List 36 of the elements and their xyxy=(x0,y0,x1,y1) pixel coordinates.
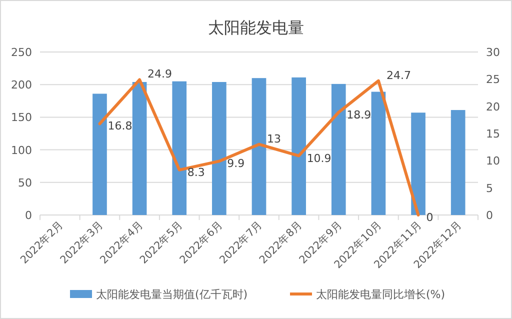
y-tick-label: 250 xyxy=(11,46,32,59)
data-label: 8.3 xyxy=(187,166,205,179)
bar xyxy=(212,82,226,215)
y2-tick-label: 25 xyxy=(486,73,500,86)
y2-tick-label: 15 xyxy=(486,128,500,140)
chart-title: 太阳能发电量 xyxy=(208,18,304,37)
data-label: 16.8 xyxy=(108,120,132,133)
bar xyxy=(411,112,426,215)
y-tick-label: 150 xyxy=(11,111,32,124)
y2-tick-label: 30 xyxy=(486,46,500,59)
y-tick-label: 200 xyxy=(11,78,32,92)
data-label: 24.7 xyxy=(386,68,411,82)
y-tick-label: 50 xyxy=(18,176,32,190)
legend-label: 太阳能发电量当期值(亿千瓦时) xyxy=(96,288,248,301)
bar xyxy=(252,78,266,215)
y-tick-label: 100 xyxy=(11,144,32,157)
data-label: 0 xyxy=(426,211,434,224)
y-tick-label: 0 xyxy=(25,209,32,222)
data-label: 18.9 xyxy=(346,108,372,122)
legend-label: 太阳能发电量同比增长(%) xyxy=(316,288,446,301)
bar xyxy=(371,92,386,215)
bar xyxy=(132,82,147,215)
y2-tick-label: 20 xyxy=(486,100,500,114)
y2-tick-label: 10 xyxy=(486,154,500,168)
bar xyxy=(450,110,466,215)
bar xyxy=(331,84,346,215)
data-label: 10.9 xyxy=(306,152,332,165)
y2-tick-label: 0 xyxy=(486,209,493,222)
data-label: 13 xyxy=(267,132,281,146)
bar xyxy=(292,77,306,215)
data-label: 24.9 xyxy=(148,68,172,81)
data-label: 9.9 xyxy=(227,157,245,170)
line-series xyxy=(98,78,420,216)
bar xyxy=(92,94,107,215)
bar xyxy=(172,81,187,215)
y2-tick-label: 5 xyxy=(486,182,493,195)
